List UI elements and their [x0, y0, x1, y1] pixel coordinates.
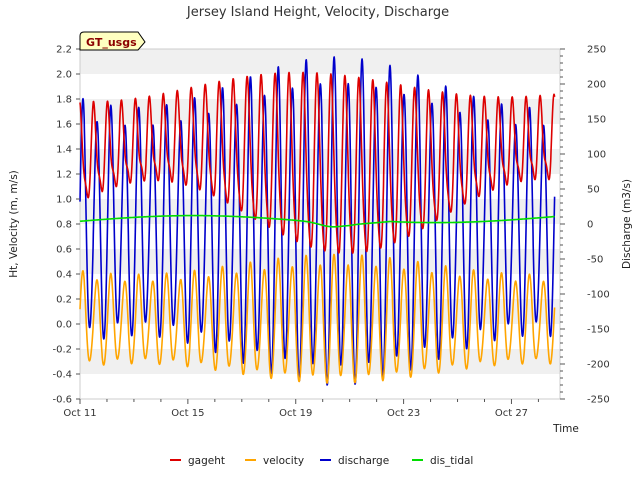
site-badge-label: GT_usgs: [86, 36, 137, 49]
series-line-dis_tidal: [79, 214, 556, 228]
right-tick-label: 150: [587, 115, 606, 126]
right-tick-label: 0: [587, 220, 593, 231]
left-axis-label: Ht, Velocity (m, m/s): [8, 170, 20, 278]
left-tick-label: 2.2: [56, 45, 72, 56]
x-axis-label: Time: [552, 423, 579, 435]
right-tick-label: 50: [587, 185, 600, 196]
left-tick-label: 0.6: [56, 245, 72, 256]
x-tick-label: Oct 23: [387, 408, 420, 419]
right-tick-label: -250: [587, 395, 610, 406]
right-tick-label: 250: [587, 45, 606, 56]
series-line-velocity: [79, 253, 556, 384]
left-tick-label: 1.6: [56, 120, 72, 131]
right-tick-label: -150: [587, 325, 610, 336]
left-tick-label: -0.6: [52, 395, 72, 406]
series-layer: [79, 56, 556, 386]
left-tick-label: 2.0: [56, 70, 72, 81]
left-tick-label: 0.2: [56, 295, 72, 306]
right-tick-label: -50: [587, 255, 603, 266]
right-axis-label: Discharge (m3/s): [621, 179, 633, 269]
left-tick-label: -0.4: [52, 370, 72, 381]
left-tick-label: 1.4: [56, 145, 72, 156]
legend-label-discharge: discharge: [338, 455, 389, 467]
x-tick-label: Oct 11: [63, 408, 96, 419]
left-axis: -0.6 -0.4 -0.2 0.0 0.2 0.4 0.6 0.8 1.0 1.2 1.4 1.6 1…: [52, 45, 80, 406]
left-tick-label: 1.2: [56, 170, 72, 181]
x-tick-label: Oct 19: [279, 408, 312, 419]
series-line-gageht: [79, 71, 556, 254]
right-tick-label: 100: [587, 150, 606, 161]
right-tick-label: -200: [587, 360, 610, 371]
legend-label-gageht: gageht: [188, 455, 225, 467]
x-tick-label: Oct 15: [171, 408, 204, 419]
chart-title: Jersey Island Height, Velocity, Discharg…: [186, 5, 449, 20]
left-tick-label: 0.8: [56, 220, 72, 231]
site-badge-box: [79, 31, 146, 51]
site-badge: GT_usgs: [79, 31, 146, 51]
grid-band: [80, 349, 560, 374]
legend-label-velocity: velocity: [263, 455, 304, 467]
legend: gageht velocity discharge dis_tidal: [170, 455, 473, 467]
right-axis: -250 -200 -150 -100 -50 0 50 100 150 200 250: [560, 45, 610, 406]
legend-label-dis_tidal: dis_tidal: [430, 455, 473, 467]
left-tick-label: 0.4: [56, 270, 72, 281]
left-tick-label: -0.2: [52, 345, 72, 356]
grid-band: [80, 199, 560, 224]
x-tick-label: Oct 27: [495, 408, 528, 419]
grid-band: [80, 49, 560, 74]
x-axis: Oct 11 Oct 15 Oct 19 Oct 23 Oct 27: [63, 399, 539, 419]
left-tick-label: 1.0: [56, 195, 72, 206]
left-tick-label: 0.0: [56, 320, 72, 331]
right-tick-label: -100: [587, 290, 610, 301]
grid-band: [80, 299, 560, 324]
series-line-discharge: [79, 56, 556, 386]
right-tick-label: 200: [587, 80, 606, 91]
left-tick-label: 1.8: [56, 95, 72, 106]
